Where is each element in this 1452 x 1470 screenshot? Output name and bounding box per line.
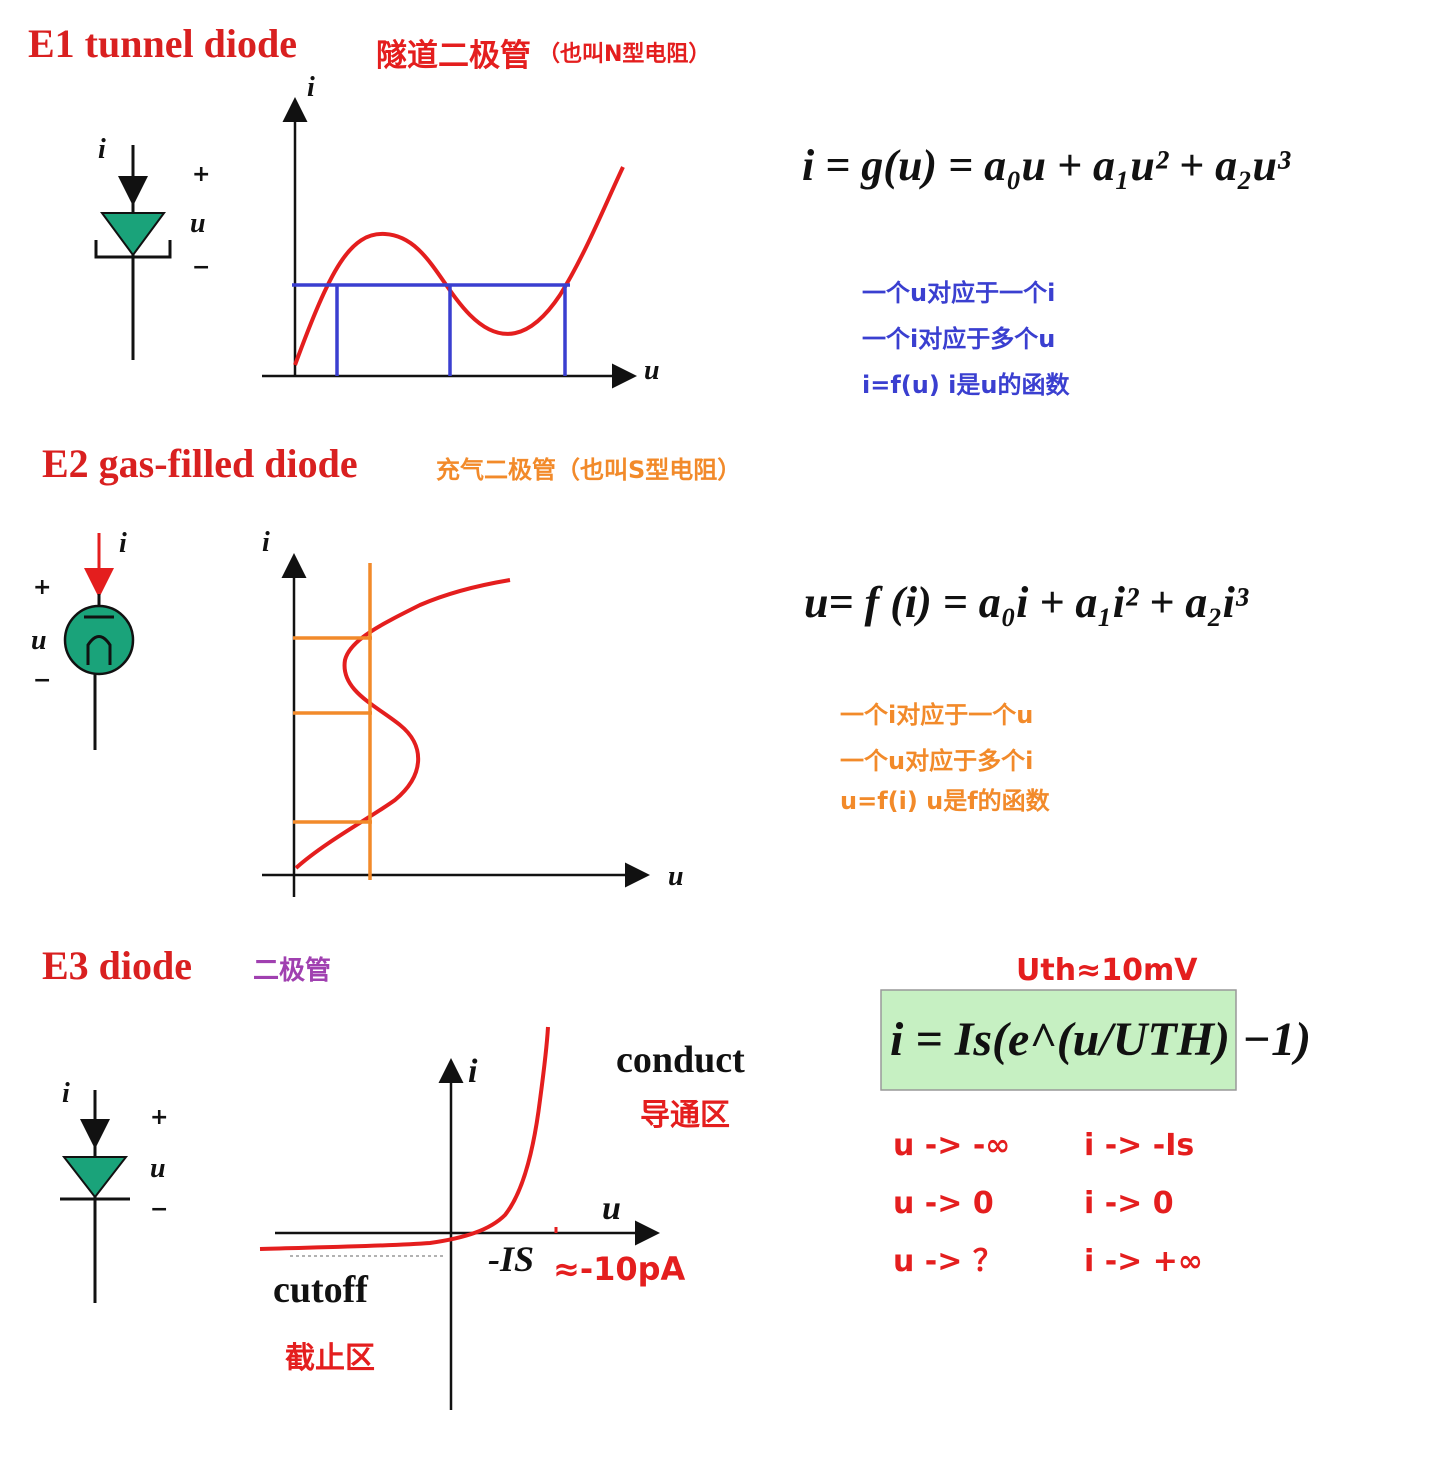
e1-symbol-u-label: u [190, 208, 206, 239]
e3-conduct-label: conduct [616, 1039, 745, 1081]
e1-symbol-i-label: i [98, 134, 106, 165]
e3-limits-left: u -> -∞ u -> 0 u -> ？ [893, 1117, 1010, 1291]
e2-formula-text: u= f (i) = a₀i + a₁i² + a₂i³ [804, 578, 1249, 627]
e3-iv-graph [259, 1026, 660, 1410]
e3-diode-curve [259, 1026, 550, 1251]
e3-formula-box [880, 989, 1237, 1091]
e3-cutoff-cn-label: 截止区 [285, 1341, 375, 1376]
e1-title: E1 tunnel diode [28, 21, 297, 66]
e3-axis-u-label: u [602, 1190, 621, 1227]
e1-tunnel-diode-symbol [94, 145, 172, 360]
e3-formula-text: i = Is(e^(u/UTH) −1) [890, 1013, 1312, 1066]
e3-uth-label: Uth≈10mV [1016, 953, 1198, 988]
e2-title: E2 gas-filled diode [42, 441, 358, 486]
e2-axis-u-label: u [668, 861, 684, 892]
e3-limit-right-1: i -> -Is [1084, 1128, 1195, 1163]
e2-symbol-i-label: i [119, 528, 127, 559]
e3-limits-right: i -> -Is i -> 0 i -> +∞ [1084, 1117, 1203, 1291]
e2-minus-sign: − [33, 668, 52, 693]
e2-s-curve [294, 578, 511, 870]
e3-plus-sign: + [150, 1105, 169, 1130]
e2-notes: 一个i对应于一个u 一个u对应于多个i u=f(i) u是f的函数 [840, 692, 1050, 818]
e3-limit-left-3: u -> ？ [893, 1244, 1003, 1279]
e3-limit-left-2: u -> 0 [893, 1186, 994, 1221]
e3-is-value: ≈-10pA [553, 1250, 686, 1288]
e2-formula: u= f (i) = a₀i + a₁i² + a₂i³ [804, 577, 1248, 628]
e3-limit-right-3: i -> +∞ [1084, 1244, 1203, 1279]
e3-title: E3 diode [42, 943, 193, 988]
e3-limit-left-1: u -> -∞ [893, 1128, 1011, 1163]
e2-note-1: 一个i对应于一个u [840, 701, 1034, 729]
e1-formula: i = g(u) = a₀u + a₁u² + a₂u³ [802, 140, 1290, 191]
e3-axis-i-label: i [468, 1053, 478, 1090]
e1-n-curve [293, 166, 625, 366]
e1-plus-sign: + [192, 162, 211, 187]
e2-note-2: 一个u对应于多个i [840, 747, 1034, 775]
e1-cn-title: 隧道二极管 [376, 38, 531, 74]
e2-axis-i-label: i [262, 527, 270, 558]
e1-axis-u-label: u [644, 355, 660, 386]
e2-symbol-u-label: u [31, 625, 47, 656]
e3-symbol-u-label: u [150, 1153, 166, 1184]
e2-cn-title: 充气二极管（也叫S型电阻） [436, 456, 742, 484]
e1-iv-graph [262, 97, 637, 389]
e1-note-3: i=f(u) i是u的函数 [862, 371, 1070, 399]
e3-diode-symbol [60, 1090, 130, 1303]
e3-cutoff-label: cutoff [273, 1269, 368, 1311]
e3-conduct-cn-label: 导通区 [640, 1098, 730, 1133]
e1-note-1: 一个u对应于一个i [862, 279, 1056, 307]
e2-gas-diode-symbol [63, 533, 135, 750]
e3-limit-right-2: i -> 0 [1084, 1186, 1174, 1221]
e1-axis-i-label: i [307, 72, 315, 103]
e2-note-3: u=f(i) u是f的函数 [840, 787, 1050, 815]
e2-plus-sign: + [33, 575, 52, 600]
e2-iv-graph [262, 553, 650, 897]
e3-formula: i = Is(e^(u/UTH) −1) [890, 1012, 1311, 1067]
e3-is-label: -IS [488, 1239, 535, 1279]
e3-cn-title: 二极管 [253, 956, 332, 986]
e1-formula-text: i = g(u) = a₀u + a₁u² + a₂u³ [802, 141, 1291, 190]
e1-minus-sign: − [192, 255, 211, 280]
e1-note-2: 一个i对应于多个u [862, 325, 1056, 353]
e3-symbol-i-label: i [62, 1078, 70, 1109]
e1-cn-note: （也叫N型电阻） [538, 42, 711, 67]
e3-minus-sign: − [150, 1197, 169, 1222]
e1-notes: 一个u对应于一个i 一个i对应于多个u i=f(u) i是u的函数 [862, 270, 1069, 408]
